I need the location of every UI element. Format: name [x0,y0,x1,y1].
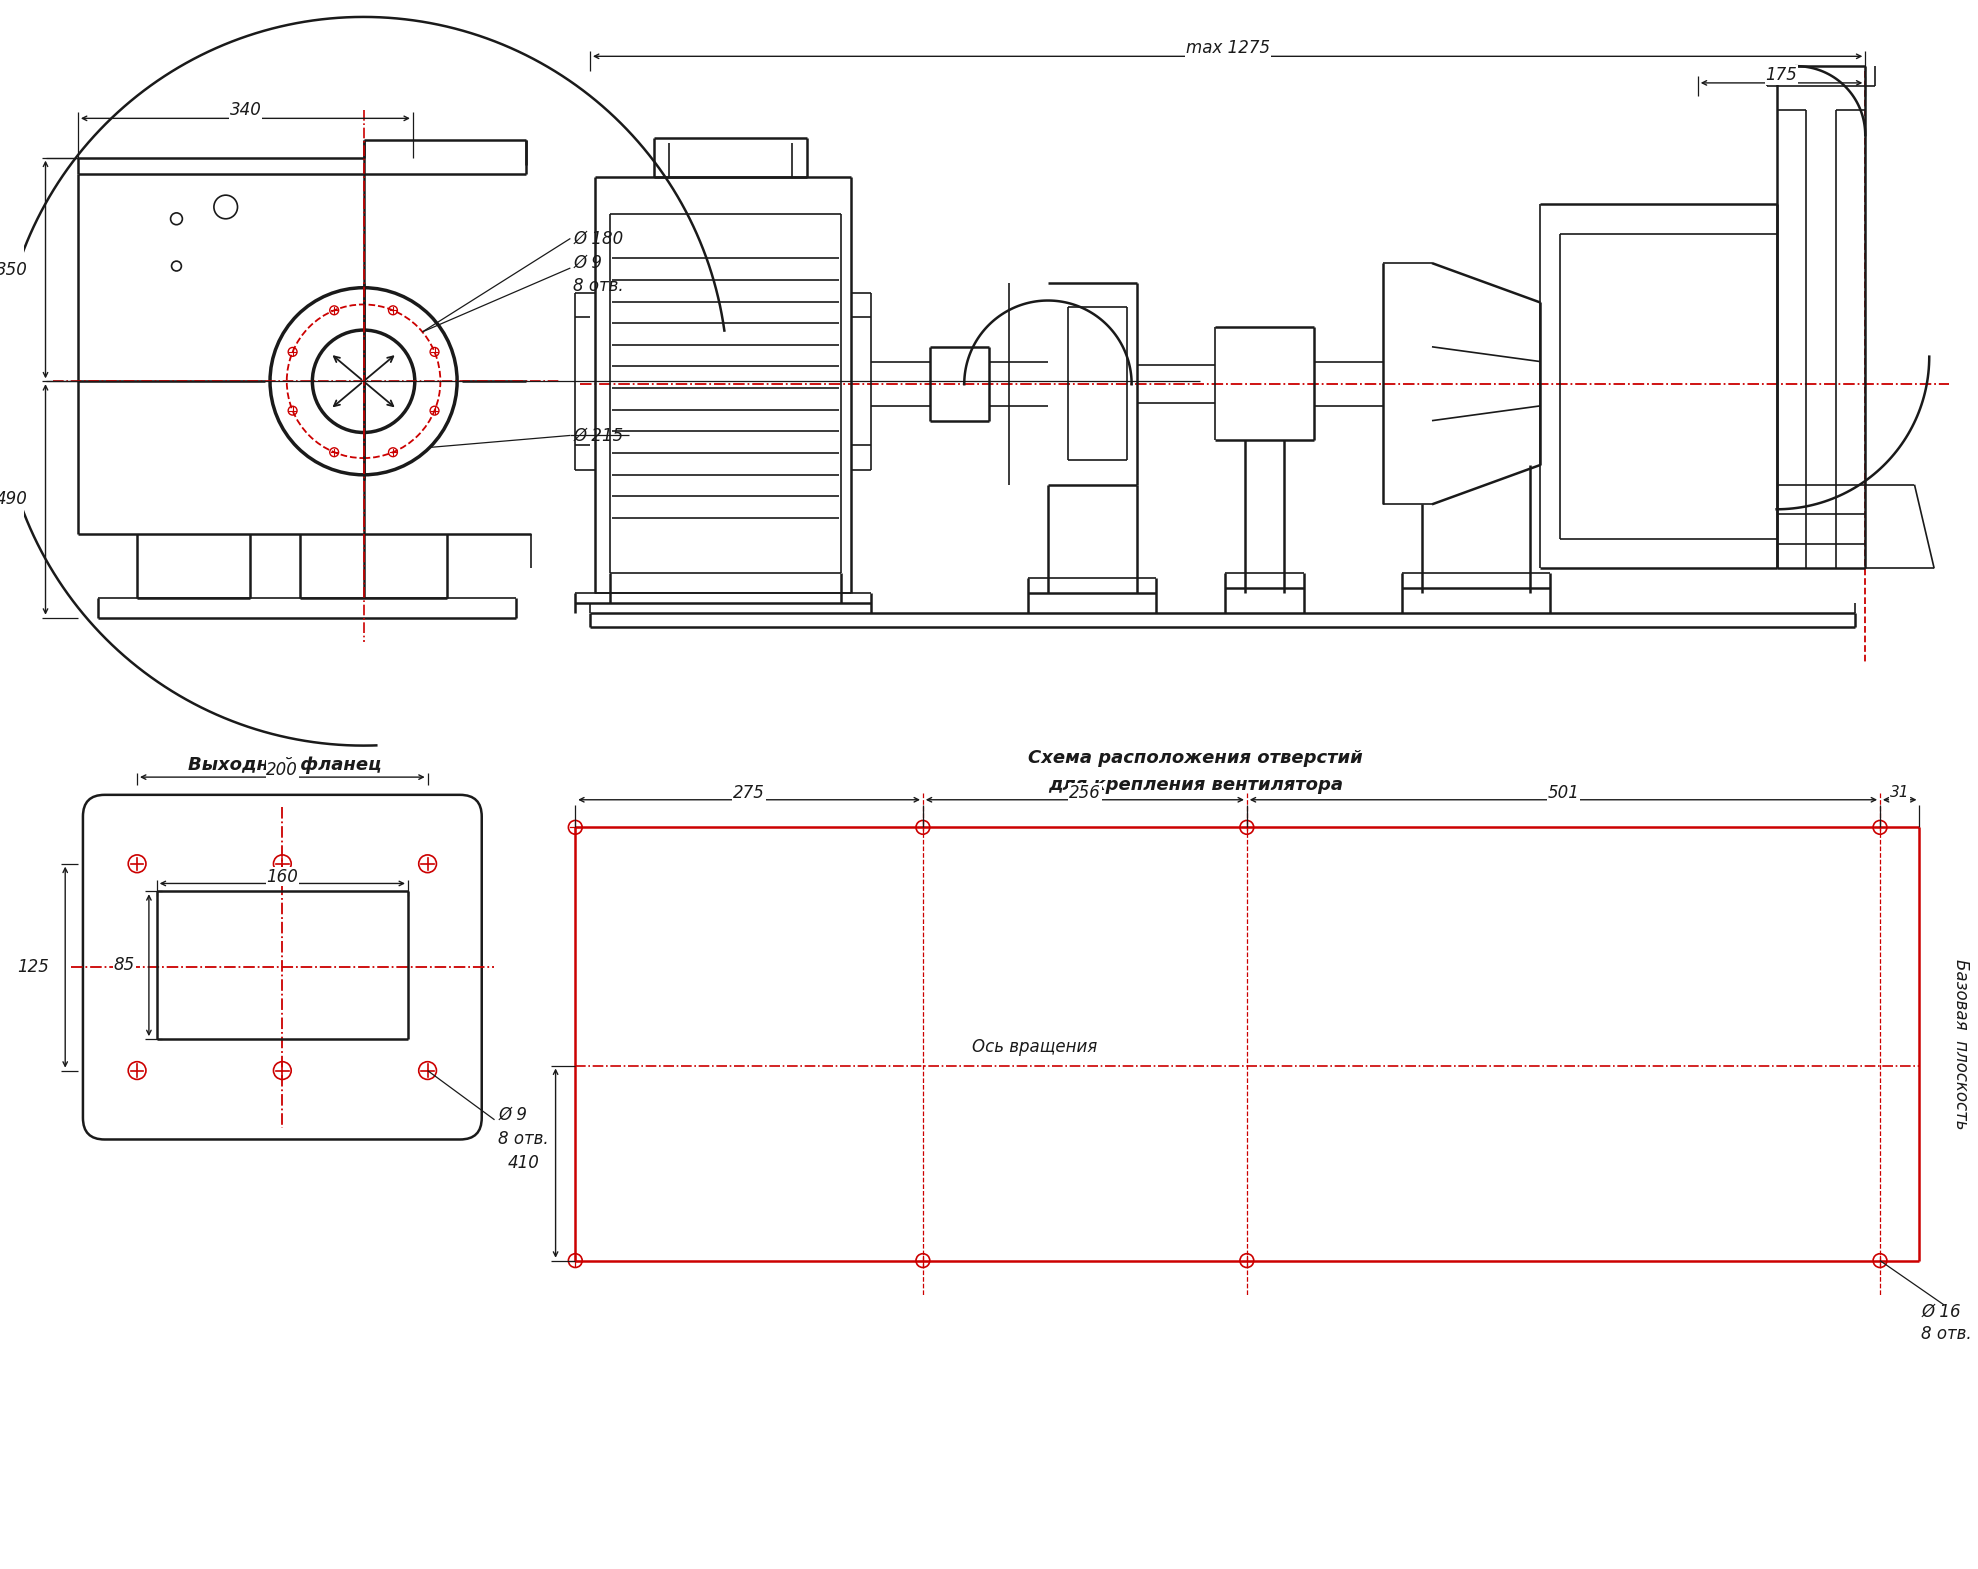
Text: 275: 275 [734,784,765,802]
Text: Ø 9: Ø 9 [574,254,603,271]
Text: 160: 160 [267,868,299,885]
Text: 410: 410 [508,1155,540,1172]
Text: 8 отв.: 8 отв. [498,1131,550,1149]
Text: Ø 180: Ø 180 [574,229,623,248]
Text: Схема расположения отверстий: Схема расположения отверстий [1029,750,1363,767]
Text: для крепления вентилятора: для крепления вентилятора [1048,777,1343,794]
Text: Ø 16: Ø 16 [1921,1302,1960,1321]
Text: Ось вращения: Ось вращения [971,1037,1098,1056]
Text: Ø 9: Ø 9 [498,1106,528,1123]
Text: Базовая  плоскость: Базовая плоскость [1952,959,1970,1130]
Text: Ø 215: Ø 215 [574,427,623,444]
Text: 125: 125 [18,959,49,976]
Text: 175: 175 [1766,66,1798,85]
Text: 200: 200 [267,761,299,780]
Text: 8 отв.: 8 отв. [1921,1326,1972,1343]
Text: 256: 256 [1068,784,1102,802]
Text: 8 отв.: 8 отв. [574,276,623,295]
Text: 85: 85 [115,956,135,974]
Text: 490: 490 [0,491,28,508]
Text: max 1275: max 1275 [1185,39,1270,58]
Text: 31: 31 [1889,786,1909,800]
Text: 340: 340 [229,102,261,119]
Text: 350: 350 [0,260,28,279]
Text: 501: 501 [1547,784,1578,802]
Text: Выходной фланец: Выходной фланец [188,756,382,774]
